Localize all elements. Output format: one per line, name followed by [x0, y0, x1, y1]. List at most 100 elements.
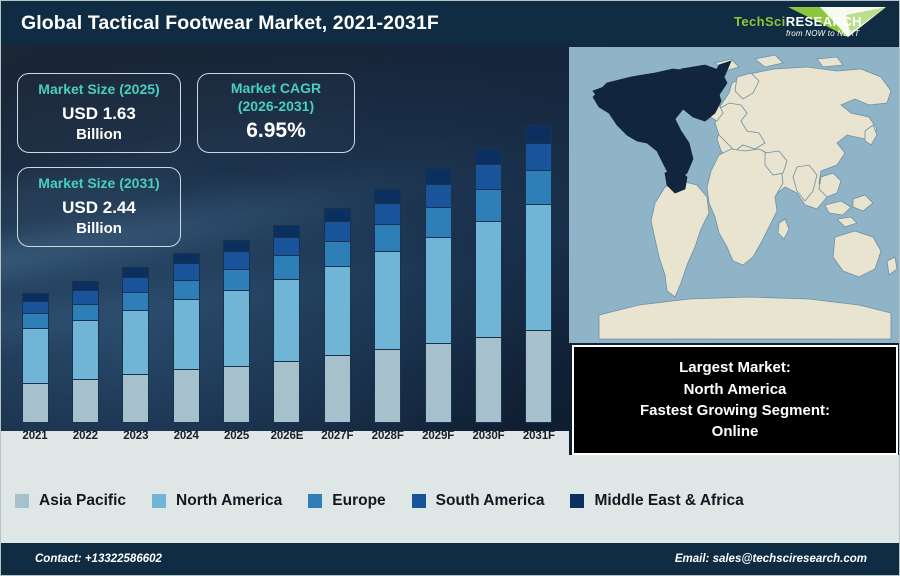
bar-segment — [172, 263, 200, 281]
bar-column — [368, 109, 408, 424]
kpi-label-line2: (2026-2031) — [237, 97, 315, 114]
bar-segment — [223, 365, 251, 423]
bar-segment — [323, 265, 351, 356]
bar-segment — [525, 124, 553, 144]
logo-research-text: RESEARCH — [785, 14, 862, 29]
kpi-label: Market Size (2031) — [38, 175, 160, 192]
bar-segment — [424, 342, 452, 423]
bar-segment — [424, 183, 452, 209]
footer-bar: Contact: +13322586602 Email: sales@techs… — [1, 543, 899, 575]
stacked-bar — [374, 188, 402, 424]
x-axis-tick-label: 2026E — [270, 430, 304, 442]
bar-segment — [71, 303, 99, 321]
x-axis-tick-label: 2024 — [173, 430, 199, 442]
bar-segment — [71, 319, 99, 381]
bar-segment — [172, 369, 200, 423]
kpi-unit: Billion — [76, 220, 122, 238]
legend-label: Europe — [332, 492, 386, 509]
bar-segment — [223, 251, 251, 270]
bar-segment — [273, 360, 301, 423]
bar-segment — [273, 255, 301, 280]
bar-segment — [424, 207, 452, 238]
logo-tagline: from NOW to NEXT — [786, 29, 860, 38]
x-axis-strip — [1, 431, 569, 455]
footer-email: Email: sales@techsciresearch.com — [674, 553, 867, 565]
bar-segment — [122, 276, 150, 293]
kpi-label: Market Size (2025) — [38, 81, 160, 98]
bar-column — [166, 109, 206, 423]
legend-item[interactable]: Europe — [308, 492, 386, 510]
world-map-svg — [569, 47, 899, 343]
stacked-bar — [21, 292, 49, 424]
bar-segment — [374, 348, 402, 424]
bar-column — [267, 109, 307, 423]
kpi-card-market-size-2031: Market Size (2031) USD 2.44 Billion — [17, 167, 181, 247]
map-highlight-north-america — [592, 60, 732, 194]
kpi-value: 6.95% — [246, 119, 306, 143]
fact-largest-market-label: Largest Market: — [679, 359, 791, 377]
legend-item[interactable]: North America — [152, 492, 282, 510]
bar-segment — [122, 310, 150, 376]
bar-segment — [374, 224, 402, 253]
bar-column — [418, 109, 458, 423]
techsci-research-logo[interactable]: TechSciRESEARCH from NOW to NEXT — [728, 3, 893, 43]
bar-segment — [475, 220, 503, 338]
fact-fastest-segment-label: Fastest Growing Segment: — [639, 402, 831, 419]
fact-fastest-segment-value: Online — [711, 423, 759, 441]
x-axis-tick-label: 2029F — [422, 430, 455, 442]
stacked-bar — [172, 252, 200, 423]
x-axis-tick-label: 2030F — [472, 430, 505, 442]
bar-segment — [122, 291, 150, 312]
legend-color-swatch — [152, 494, 167, 508]
stacked-bar — [525, 124, 553, 424]
header-bar: Global Tactical Footwear Market, 2021-20… — [1, 1, 899, 45]
legend-item[interactable]: South America — [411, 492, 544, 510]
kpi-value: USD 2.44 — [62, 197, 136, 217]
bar-segment — [475, 188, 503, 222]
bar-segment — [424, 168, 452, 185]
kpi-card-market-size-2025: Market Size (2025) USD 1.63 Billion — [17, 73, 181, 153]
fact-largest-market-value: North America — [683, 380, 787, 398]
logo-wordmark: TechSciRESEARCH — [734, 15, 862, 28]
stacked-bar-chart: 2021 2022 2023 2024 2025 2026E 2027F 2028F 2029F… — [1, 45, 569, 455]
map-landmasses — [598, 54, 898, 340]
bar-column — [317, 109, 357, 424]
bar-segment — [223, 268, 251, 291]
kpi-unit: Billion — [76, 126, 122, 144]
footer-contact: Contact: +13322586602 — [35, 553, 162, 565]
x-axis-tick-label: 2028F — [371, 430, 404, 442]
bar-segment — [323, 221, 351, 242]
bar-segment — [374, 251, 402, 350]
bar-segment — [273, 278, 301, 362]
bar-segment — [475, 336, 503, 423]
legend-item[interactable]: Asia Pacific — [15, 492, 126, 510]
x-axis-tick-label: 2021 — [22, 430, 48, 442]
bar-column — [65, 109, 105, 423]
legend-item[interactable]: Middle East & Africa — [570, 492, 744, 510]
bar-segment — [323, 240, 351, 267]
world-map — [569, 47, 899, 343]
bar-segment — [122, 374, 150, 424]
bar-segment — [172, 299, 200, 371]
legend-label: Asia Pacific — [39, 492, 127, 509]
page-title: Global Tactical Footwear Market, 2021-20… — [21, 11, 439, 34]
bar-segment — [323, 208, 351, 223]
x-axis-tick-label: 2027F — [321, 430, 354, 442]
stacked-bar — [273, 225, 301, 423]
legend-color-swatch — [411, 494, 426, 508]
bar-segment — [21, 313, 49, 330]
key-facts-box: Largest Market: North America Fastest Gr… — [572, 345, 898, 455]
bar-segment — [71, 379, 99, 423]
x-axis-tick-label: 2022 — [72, 430, 98, 442]
legend-color-swatch — [570, 494, 585, 508]
bar-column — [15, 109, 55, 424]
bar-segment — [525, 203, 553, 331]
bar-segment — [273, 236, 301, 257]
stacked-bar — [424, 168, 452, 423]
legend-color-swatch — [308, 494, 323, 508]
bar-segment — [424, 236, 452, 344]
bar-segment — [172, 279, 200, 301]
legend-color-swatch — [15, 494, 29, 508]
bar-column — [519, 109, 559, 424]
